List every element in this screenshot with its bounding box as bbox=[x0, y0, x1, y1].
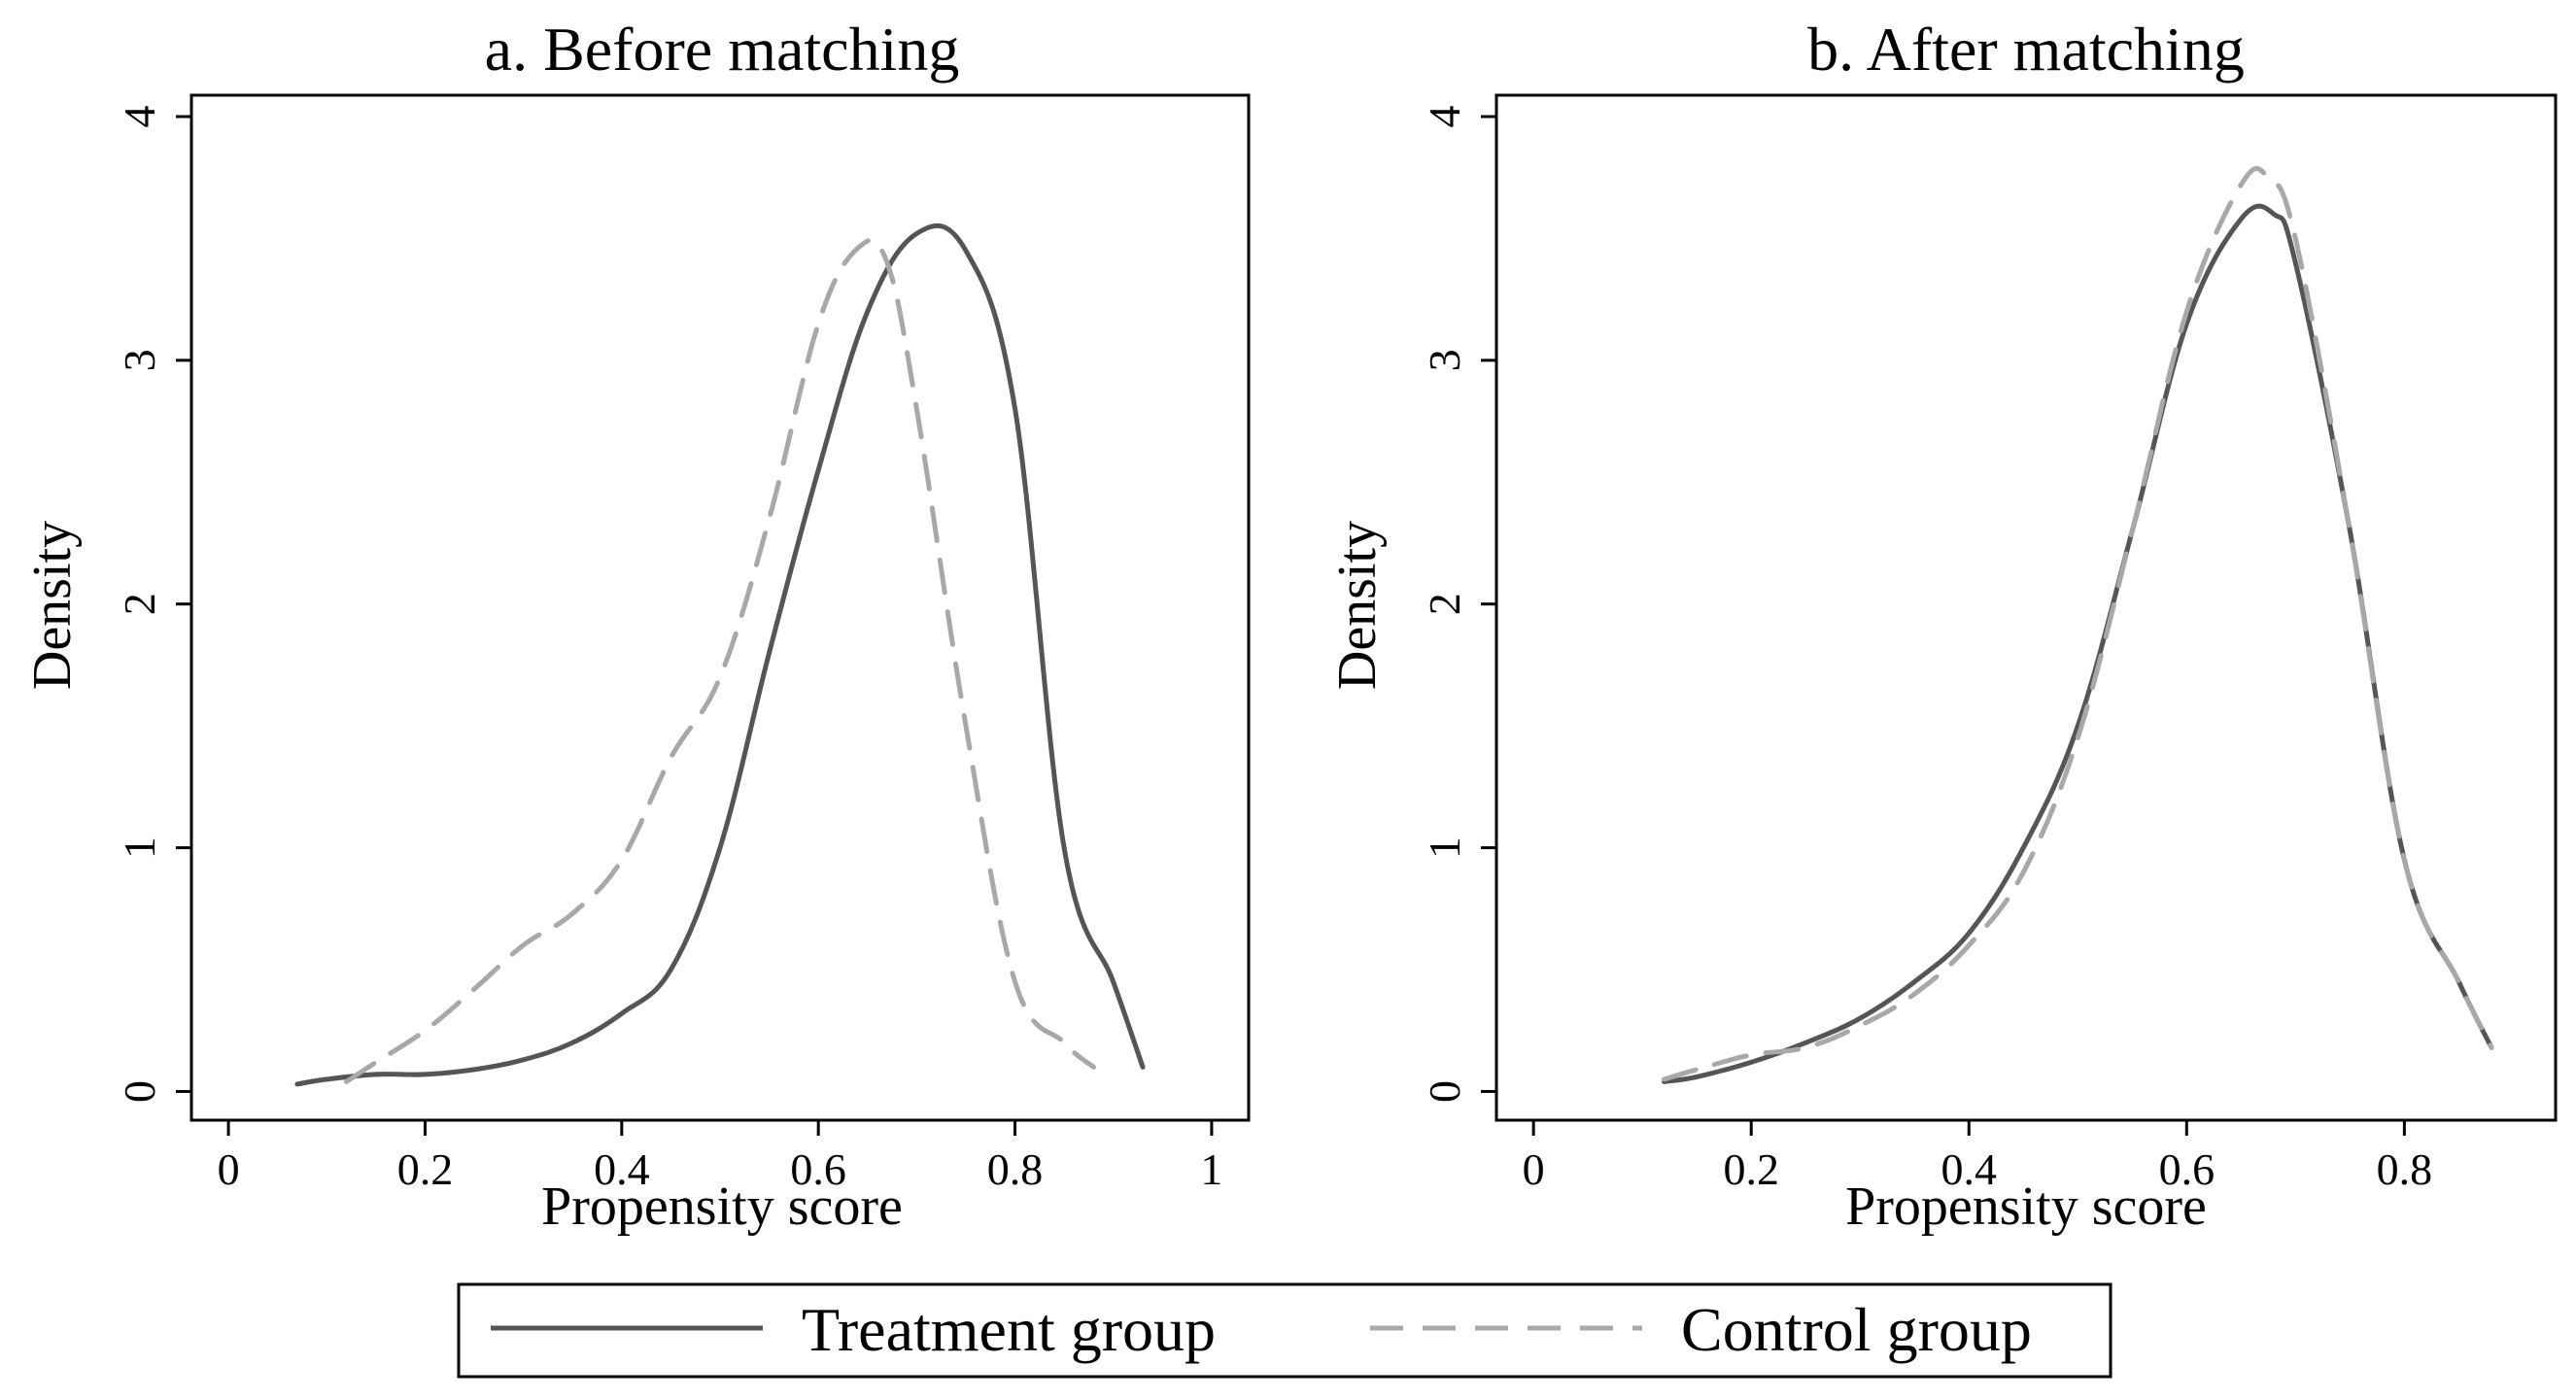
x-tick-label: 0.8 bbox=[987, 1144, 1044, 1194]
x-tick-label: 0.2 bbox=[397, 1144, 454, 1194]
series-group bbox=[294, 222, 1146, 1087]
y-tick-label: 1 bbox=[115, 836, 164, 859]
legend-label-control: Control group bbox=[1681, 1295, 2032, 1364]
x-axis-label: Propensity score bbox=[1845, 1177, 2207, 1237]
legend-frame bbox=[457, 1282, 2112, 1379]
panel-before-matching: a. Before matching Density Propensity sc… bbox=[22, 15, 1251, 1237]
axis-ticks: 0 0.2 0.4 0.6 0.8 1 0 1 2 3 4 bbox=[115, 106, 1222, 1195]
x-tick-label: 0.8 bbox=[2377, 1144, 2433, 1194]
y-tick-label: 4 bbox=[115, 106, 164, 128]
x-tick-label: 1 bbox=[1200, 1144, 1222, 1194]
x-tick-label: 0.2 bbox=[1723, 1144, 1779, 1194]
y-tick-label: 2 bbox=[115, 593, 164, 615]
y-tick-label: 4 bbox=[1420, 106, 1469, 128]
y-tick-label: 3 bbox=[1420, 349, 1469, 371]
legend: Treatment group Control group bbox=[457, 1282, 2112, 1379]
x-tick-label: 0.4 bbox=[594, 1144, 650, 1194]
x-tick-label: 0.6 bbox=[790, 1144, 846, 1194]
y-axis-label: Density bbox=[22, 521, 83, 690]
x-axis-label: Propensity score bbox=[541, 1177, 903, 1237]
y-tick-label: 3 bbox=[115, 349, 164, 371]
y-tick-label: 0 bbox=[115, 1080, 164, 1103]
x-tick-label: 0 bbox=[218, 1144, 240, 1194]
control-group-line bbox=[344, 237, 1096, 1084]
x-tick-label: 0 bbox=[1523, 1144, 1545, 1194]
panel-title: a. Before matching bbox=[485, 15, 960, 84]
y-axis-label: Density bbox=[1327, 521, 1388, 690]
control-group-line bbox=[1662, 166, 2494, 1082]
panel-after-matching: b. After matching Density Propensity sco… bbox=[1327, 15, 2558, 1237]
x-tick-label: 0.6 bbox=[2159, 1144, 2215, 1194]
treatment-group-line bbox=[294, 222, 1146, 1087]
axis-ticks: 0 0.2 0.4 0.6 0.8 0 1 2 3 4 bbox=[1420, 106, 2432, 1195]
y-tick-label: 2 bbox=[1420, 593, 1469, 615]
series-group bbox=[1662, 166, 2494, 1084]
y-tick-label: 0 bbox=[1420, 1080, 1469, 1103]
y-tick-label: 1 bbox=[1420, 836, 1469, 859]
panel-title: b. After matching bbox=[1807, 15, 2245, 84]
x-tick-label: 0.4 bbox=[1941, 1144, 1998, 1194]
legend-label-treatment: Treatment group bbox=[802, 1295, 1216, 1364]
plot-frame bbox=[189, 93, 1251, 1122]
plot-frame bbox=[1494, 93, 2558, 1122]
